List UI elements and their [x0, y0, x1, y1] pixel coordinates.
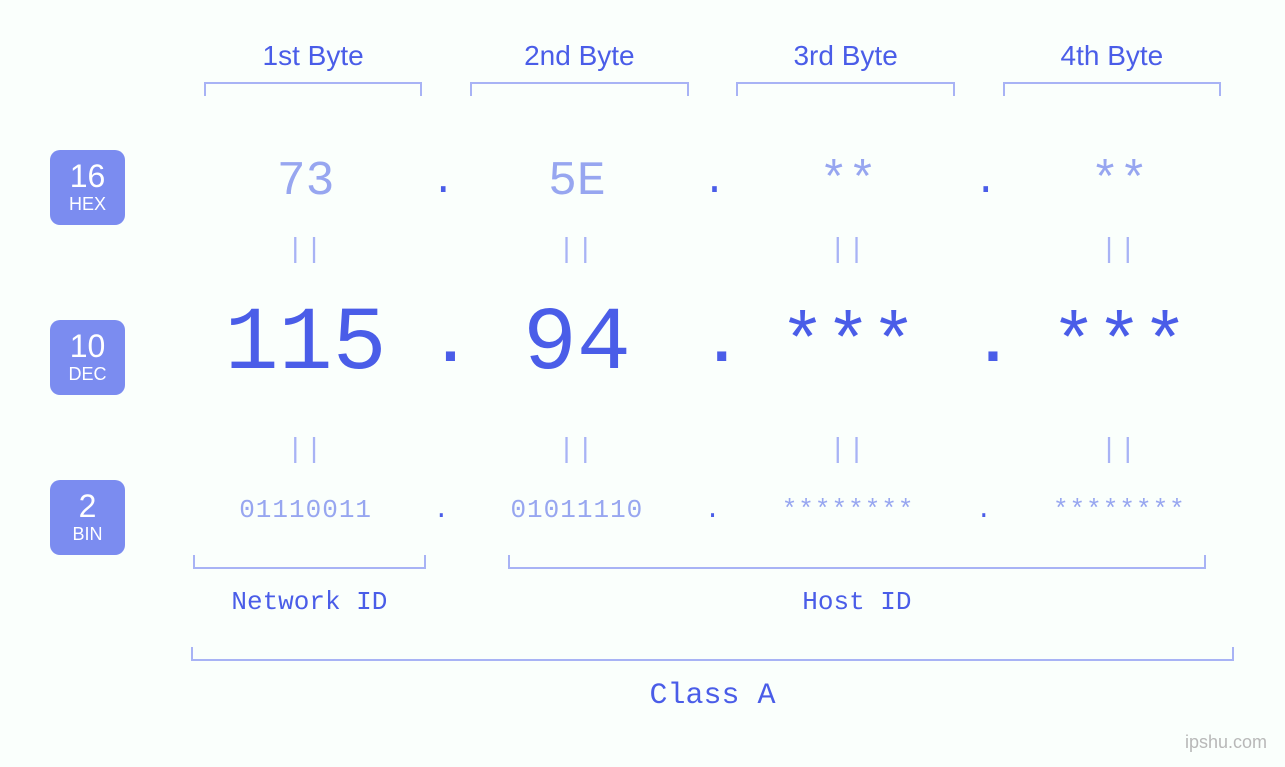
- bracket: [508, 555, 1207, 569]
- host-id-label: Host ID: [802, 587, 911, 617]
- hex-byte-2: 5E: [451, 155, 702, 209]
- network-id-label: Network ID: [231, 587, 387, 617]
- byte-header-3: 3rd Byte: [713, 40, 979, 96]
- hex-badge-label: HEX: [69, 194, 106, 215]
- dot-separator: .: [703, 160, 723, 205]
- dot-separator: .: [974, 495, 994, 525]
- bin-row: 01110011 . 01011110 . ******** . *******…: [180, 495, 1245, 525]
- dec-byte-4: ***: [994, 307, 1245, 383]
- dec-badge: 10 DEC: [50, 320, 125, 395]
- equals-sign: ||: [180, 235, 431, 266]
- dec-byte-3: ***: [723, 307, 974, 383]
- class-label: Class A: [649, 679, 775, 713]
- equals-sign: ||: [180, 435, 431, 466]
- byte-header-4: 4th Byte: [979, 40, 1245, 96]
- hex-byte-3: **: [723, 155, 974, 209]
- bin-badge-num: 2: [79, 490, 97, 522]
- bin-badge: 2 BIN: [50, 480, 125, 555]
- dec-badge-num: 10: [70, 330, 106, 362]
- dot-separator: .: [974, 160, 994, 205]
- dec-byte-1: 115: [180, 300, 431, 390]
- equals-sign: ||: [451, 435, 702, 466]
- dec-badge-label: DEC: [68, 364, 106, 385]
- top-bracket: [470, 82, 688, 96]
- bin-byte-1: 01110011: [180, 495, 431, 525]
- network-id-bracket: Network ID: [180, 555, 439, 617]
- equals-row-1: || || || ||: [180, 235, 1245, 266]
- bin-byte-4: ********: [994, 495, 1245, 525]
- top-bracket: [204, 82, 422, 96]
- class-bracket: Class A: [180, 647, 1245, 713]
- equals-sign: ||: [723, 435, 974, 466]
- equals-row-2: || || || ||: [180, 435, 1245, 466]
- dot-separator: .: [431, 160, 451, 205]
- equals-sign: ||: [723, 235, 974, 266]
- hex-badge-num: 16: [70, 160, 106, 192]
- equals-sign: ||: [994, 435, 1245, 466]
- bracket: [191, 647, 1235, 661]
- byte-header-label: 4th Byte: [1061, 40, 1164, 72]
- host-id-bracket: Host ID: [469, 555, 1245, 617]
- bin-badge-label: BIN: [72, 524, 102, 545]
- bin-byte-3: ********: [723, 495, 974, 525]
- hex-byte-1: 73: [180, 155, 431, 209]
- byte-header-label: 1st Byte: [263, 40, 364, 72]
- byte-header-label: 3rd Byte: [793, 40, 897, 72]
- dec-row: 115 . 94 . *** . ***: [180, 300, 1245, 390]
- watermark: ipshu.com: [1185, 732, 1267, 753]
- dot-separator: .: [431, 309, 451, 381]
- dec-byte-2: 94: [451, 300, 702, 390]
- byte-header-2: 2nd Byte: [446, 40, 712, 96]
- hex-row: 73 . 5E . ** . **: [180, 155, 1245, 209]
- top-bracket: [1003, 82, 1221, 96]
- dot-separator: .: [703, 495, 723, 525]
- top-bracket: [736, 82, 954, 96]
- equals-sign: ||: [994, 235, 1245, 266]
- byte-header-1: 1st Byte: [180, 40, 446, 96]
- byte-headers-row: 1st Byte 2nd Byte 3rd Byte 4th Byte: [180, 40, 1245, 96]
- dot-separator: .: [431, 495, 451, 525]
- bottom-brackets: Network ID Host ID Class A: [180, 555, 1245, 713]
- hex-byte-4: **: [994, 155, 1245, 209]
- bracket: [193, 555, 426, 569]
- dot-separator: .: [974, 309, 994, 381]
- byte-header-label: 2nd Byte: [524, 40, 635, 72]
- bin-byte-2: 01011110: [451, 495, 702, 525]
- hex-badge: 16 HEX: [50, 150, 125, 225]
- dot-separator: .: [703, 309, 723, 381]
- equals-sign: ||: [451, 235, 702, 266]
